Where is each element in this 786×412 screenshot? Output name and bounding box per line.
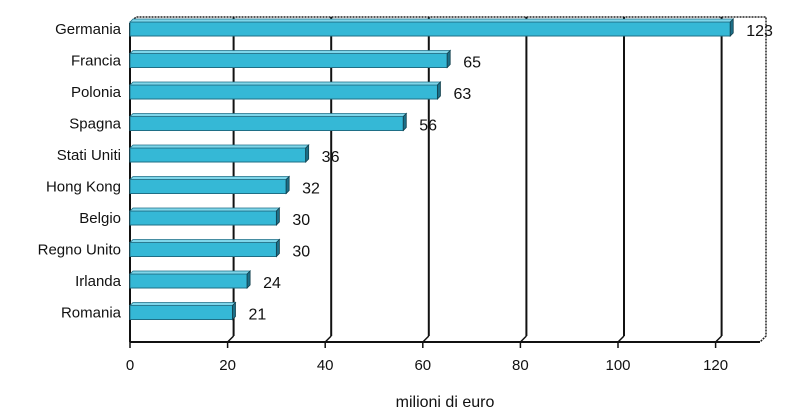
value-label: 21 xyxy=(248,307,266,324)
bar xyxy=(129,49,452,69)
bars xyxy=(129,18,735,321)
bar-side xyxy=(305,144,310,163)
gridline-foot xyxy=(324,335,332,343)
category-label: Spagna xyxy=(69,116,121,133)
bar-side xyxy=(446,49,451,69)
bar-front xyxy=(129,210,277,226)
bar-front xyxy=(129,273,248,289)
bar-top xyxy=(129,207,281,212)
x-axis-title: milioni di euro xyxy=(396,394,495,411)
bar-front xyxy=(129,53,448,68)
bar xyxy=(129,207,281,226)
bar-side xyxy=(275,238,280,258)
value-label: 63 xyxy=(453,86,471,103)
bar xyxy=(129,175,291,195)
bar-side xyxy=(232,301,236,321)
bar-side xyxy=(275,207,280,226)
x-tick-label: 0 xyxy=(126,357,134,374)
x-tick-label: 60 xyxy=(414,357,431,374)
category-label: Hong Kong xyxy=(46,179,121,196)
value-label: 36 xyxy=(322,149,340,166)
gridline-foot xyxy=(422,335,430,343)
bar-front xyxy=(129,242,277,257)
bar-front xyxy=(129,116,404,131)
bar xyxy=(129,112,408,132)
category-labels: Germania Francia Polonia Spagna Stati Uniti H… xyxy=(38,21,122,322)
value-label: 30 xyxy=(292,244,310,261)
category-label: Irlanda xyxy=(75,273,122,290)
gridline-foot xyxy=(617,335,625,343)
bar-top xyxy=(129,113,408,117)
bar xyxy=(129,144,310,163)
category-label: Polonia xyxy=(71,84,122,101)
bar-front xyxy=(129,21,731,37)
plot-back-edge xyxy=(129,16,767,343)
bar-front xyxy=(129,179,287,194)
bar-side xyxy=(437,81,441,100)
value-label: 65 xyxy=(463,55,481,72)
bar-top xyxy=(129,81,442,86)
bar-top xyxy=(129,50,452,54)
category-label: Belgio xyxy=(79,210,121,227)
bar-top xyxy=(129,302,237,306)
bar-side xyxy=(246,270,251,289)
value-label: 30 xyxy=(292,212,310,229)
bar xyxy=(129,301,237,321)
value-label: 24 xyxy=(263,275,281,292)
bar xyxy=(129,18,735,37)
x-tick-label: 80 xyxy=(512,357,529,374)
bar-top xyxy=(129,270,252,275)
bar-side xyxy=(285,175,290,195)
category-label: Romania xyxy=(61,305,122,322)
bar-front xyxy=(129,84,438,100)
category-label: Germania xyxy=(55,21,122,38)
bar-front xyxy=(129,305,233,320)
value-label: 123 xyxy=(746,23,773,40)
category-label: Francia xyxy=(71,53,122,70)
value-label: 56 xyxy=(419,118,437,135)
x-tick-label: 100 xyxy=(605,357,630,374)
category-label: Stati Uniti xyxy=(57,147,121,164)
bar-top xyxy=(129,144,310,149)
bar xyxy=(129,238,281,258)
gridline-foot xyxy=(227,335,235,343)
x-axis: 0 20 40 60 80 100 120 xyxy=(126,342,728,374)
bar-side xyxy=(729,18,734,37)
gridline-foot xyxy=(715,335,723,343)
bar xyxy=(129,270,252,289)
bar-front xyxy=(129,147,307,163)
bar xyxy=(129,81,442,100)
bar-top xyxy=(129,18,735,23)
x-tick-label: 40 xyxy=(317,357,334,374)
bar-top xyxy=(129,239,281,243)
gridline-foot xyxy=(519,335,527,343)
bar-top xyxy=(129,176,291,180)
category-label: Regno Unito xyxy=(38,242,121,259)
value-label: 32 xyxy=(302,181,320,198)
bar-side xyxy=(402,112,407,132)
x-tick-label: 20 xyxy=(219,357,236,374)
x-tick-label: 120 xyxy=(703,357,728,374)
